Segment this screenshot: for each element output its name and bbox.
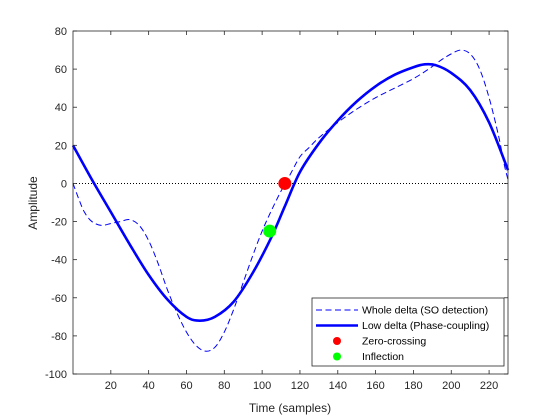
y-axis-label: Amplitude — [26, 176, 40, 230]
marker-layer — [263, 176, 292, 238]
legend-marker — [333, 337, 341, 345]
x-tick-label: 80 — [218, 380, 230, 392]
series-low-delta-line — [71, 62, 510, 322]
y-tick-label: -100 — [45, 369, 67, 381]
x-tick-label: 220 — [480, 380, 498, 392]
x-tick-label: 180 — [404, 380, 422, 392]
y-axis-ticks: -100 -80 -60 -40 -20 0 20 40 60 80 — [45, 26, 508, 381]
x-tick-label: 160 — [366, 380, 384, 392]
x-tick-label: 100 — [253, 380, 271, 392]
x-tick-label: 20 — [105, 380, 117, 392]
x-tick-label: 140 — [329, 380, 347, 392]
y-tick-label: 60 — [55, 64, 67, 76]
legend-label: Low delta (Phase-coupling) — [362, 320, 489, 332]
y-tick-label: 20 — [55, 140, 67, 152]
series-layer — [71, 49, 510, 352]
y-tick-label: 80 — [55, 26, 67, 38]
y-tick-label: -80 — [51, 331, 67, 343]
y-tick-label: -40 — [51, 255, 67, 267]
x-axis-ticks: 20 40 60 80 100 120 140 160 180 200 220 — [105, 31, 498, 392]
plot-frame — [72, 30, 509, 375]
legend-entries: Whole delta (SO detection) Low delta (Pha… — [316, 305, 489, 363]
legend-label: Inflection — [362, 351, 404, 363]
x-axis-label: Time (samples) — [249, 401, 331, 415]
x-tick-label: 60 — [180, 380, 192, 392]
legend-marker — [333, 352, 341, 361]
y-tick-label: -20 — [51, 217, 67, 229]
y-tick-label: -60 — [51, 293, 67, 305]
legend: Whole delta (SO detection) Low delta (Pha… — [311, 297, 505, 367]
series-whole-delta-line — [72, 49, 509, 352]
y-tick-label: 0 — [61, 178, 67, 190]
x-tick-label: 40 — [143, 380, 155, 392]
inflection-marker — [263, 224, 277, 238]
x-tick-label: 200 — [442, 380, 460, 392]
x-tick-label: 120 — [291, 380, 309, 392]
legend-box — [311, 297, 505, 367]
legend-label: Whole delta (SO detection) — [362, 305, 488, 317]
legend-label: Zero-crossing — [362, 336, 426, 348]
zero-crossing-marker — [278, 176, 292, 190]
y-tick-label: 40 — [55, 102, 67, 114]
